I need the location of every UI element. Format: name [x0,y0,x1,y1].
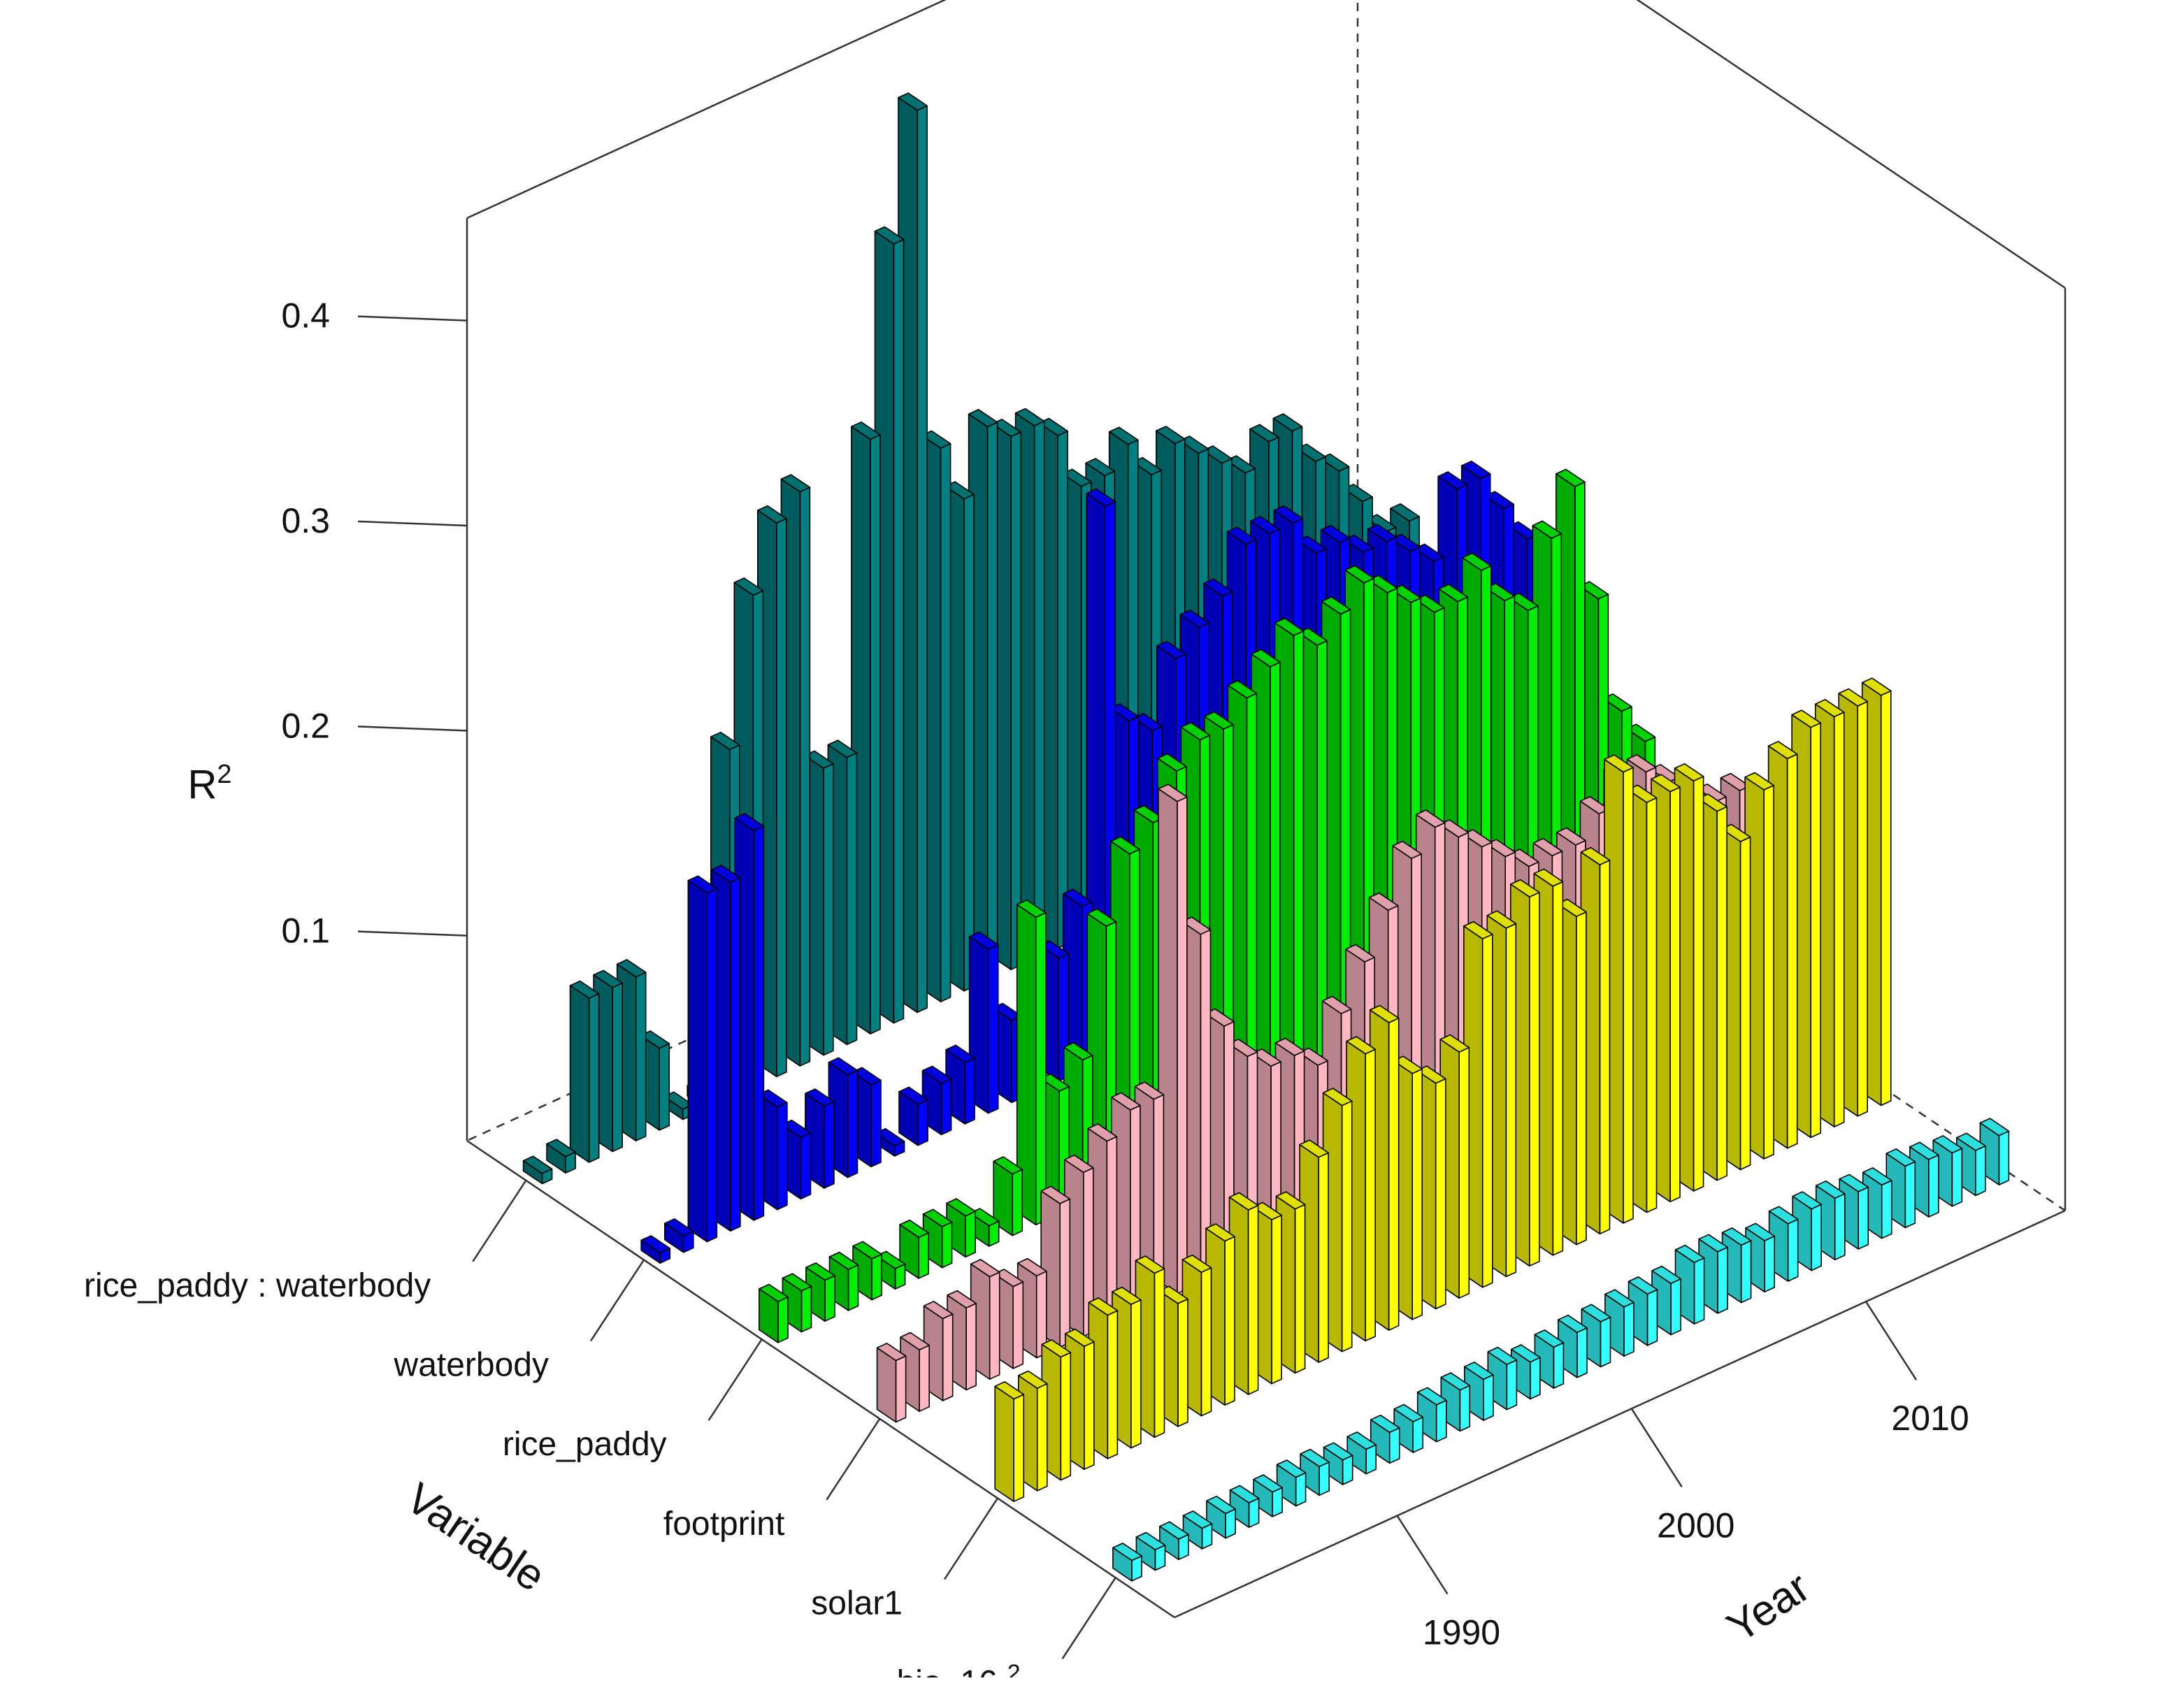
bar-rice-paddy-1981 [759,1283,789,1343]
bar-bio-16-1990 [1323,1442,1353,1485]
bar-bio-16-2005 [1674,1244,1705,1325]
z-tick-label: 0.2 [281,706,330,745]
z-tick-label: 0.3 [281,501,330,540]
year-tick-label: 2010 [1891,1399,1969,1438]
z-tick-0.4 [357,315,468,322]
variable-tick-label: rice_paddy : waterbody [84,1267,431,1304]
bar-bio-16-1984 [1182,1510,1213,1550]
year-tick-label: 1990 [1423,1613,1500,1652]
variable-tick [1061,1577,1116,1659]
z-tick-0.3 [357,520,468,527]
z-tick-label: 0.4 [281,296,330,336]
variable-tick-label: bio_162 [897,1660,1021,1678]
box-edge-bottom-variable [466,1139,1175,1619]
bar-bio-16-1997 [1487,1346,1518,1411]
year-tick-2000 [1630,1408,1683,1488]
variable-tick-label: rice_paddy [503,1426,667,1463]
bar-bio-16-1987 [1253,1474,1283,1517]
variable-tick-label: solar1 [811,1585,903,1622]
variable-tick [707,1339,763,1421]
box-edge-top-left [466,0,947,219]
axes-layer: 0.1 0.2 0.3 0.4 1990 2000 2010 bio_162 solar1 foo… [84,296,1969,1681]
bar-bio-16-1982 [1135,1531,1166,1571]
bar-waterbody-1981 [640,1235,671,1264]
variable-tick [943,1497,999,1580]
variable-tick-label: footprint [663,1506,784,1543]
variable-tick [589,1259,645,1342]
bar-rice-paddy-1991 [993,1156,1023,1236]
bar-rice-paddy-waterbody-1983 [569,980,600,1163]
variable-tick [472,1180,527,1262]
bar-bio-16-2014 [1885,1148,1916,1229]
year-tick-2010 [1865,1301,1918,1380]
bars-layer [522,92,2010,1582]
z-axis-label: R2 [187,760,231,807]
bounding-box-front [466,0,2067,1619]
bar-rice-paddy-1982 [782,1273,812,1333]
bar-rice-paddy-waterbody-1981 [522,1155,553,1185]
bar-waterbody-1982 [663,1218,694,1253]
bar-bio-16-1981 [1112,1543,1142,1582]
bar-bio-16-1988 [1276,1459,1307,1507]
box-edge-bottom-year [1174,1209,2066,1619]
variable-tick [826,1418,881,1501]
x-axis-label: Year [1718,1563,1818,1652]
box-edge-top-right [1636,0,2066,289]
bar-solar1-1982 [1018,1370,1048,1492]
z-tick-label: 0.1 [281,911,330,951]
bar-bio-16-1985 [1206,1495,1236,1539]
bar-rice-paddy-waterbody-1982 [546,1139,577,1174]
year-tick-1990 [1396,1515,1449,1595]
bar-bio-16-1983 [1159,1521,1189,1560]
bar-rice-paddy-1992 [1016,899,1047,1226]
bar-waterbody-1983 [687,875,718,1243]
bar-solar1-1981 [994,1381,1025,1502]
bar-waterbody-1987 [781,1119,812,1200]
bar-waterbody-1992 [898,1086,928,1146]
bar-bio-16-1991 [1346,1431,1377,1475]
year-tick-label: 2000 [1657,1506,1734,1545]
bar-waterbody-1988 [805,1088,835,1189]
bar-bio-16-1994 [1416,1387,1447,1443]
bar-rice-paddy-1987 [899,1219,929,1279]
bar-bio-16-1992 [1370,1414,1400,1464]
y-axis-label: Variable [398,1474,554,1601]
bar-bio-16-1986 [1229,1485,1260,1528]
variable-tick-label: waterbody [394,1347,549,1384]
z-tick-0.2 [357,726,468,732]
bar-footprint-1981 [876,1343,907,1423]
z-tick-0.1 [357,930,468,937]
bar-waterbody-1993 [921,1065,952,1136]
